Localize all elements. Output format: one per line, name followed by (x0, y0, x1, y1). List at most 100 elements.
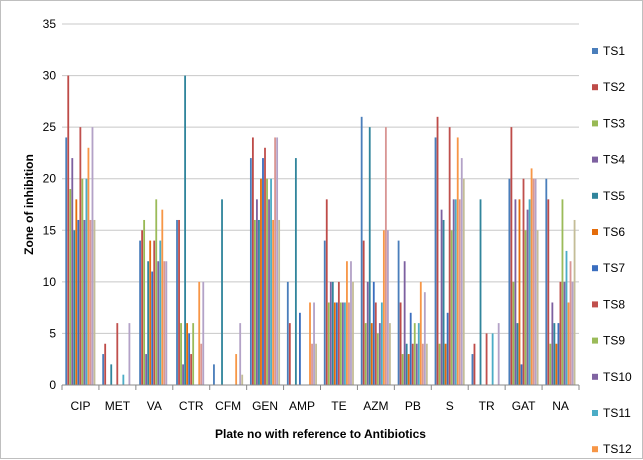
bar (116, 323, 119, 385)
bar (450, 230, 453, 385)
bar (454, 199, 457, 385)
bar (102, 354, 105, 385)
y-axis-label: Zone of inhibition (22, 154, 36, 255)
bar (268, 199, 270, 385)
legend-swatch (592, 84, 598, 91)
bar (266, 178, 268, 385)
legend-label: TS3 (603, 116, 625, 130)
bar (251, 137, 254, 385)
bar (192, 323, 195, 385)
bar (272, 219, 274, 385)
bar (530, 168, 533, 385)
bar (411, 343, 414, 385)
bar (249, 158, 252, 385)
bar (479, 199, 482, 385)
bar (190, 354, 193, 385)
bar (288, 323, 291, 385)
bar (89, 219, 92, 385)
bar (91, 127, 94, 386)
bar (415, 343, 418, 385)
bar (188, 333, 191, 385)
bar (372, 281, 375, 385)
y-tick-label: 25 (43, 120, 57, 134)
legend-label: TS10 (603, 370, 632, 384)
bar (452, 199, 455, 385)
y-tick-label: 15 (43, 223, 57, 237)
bar (389, 323, 391, 385)
bar (573, 219, 576, 385)
bar (71, 158, 74, 385)
bar (333, 302, 336, 385)
x-tick-label: PB (405, 399, 421, 413)
bar (200, 343, 203, 385)
bar (536, 230, 539, 385)
bar (516, 323, 519, 385)
bar (93, 219, 96, 385)
x-tick-label: GAT (512, 399, 536, 413)
bar (254, 219, 256, 385)
legend-swatch (592, 229, 598, 235)
bar (221, 199, 223, 385)
legend-swatch (592, 337, 598, 344)
bar (65, 137, 68, 385)
legend-swatch (592, 410, 598, 416)
bar (555, 343, 558, 385)
legend-label: TS6 (603, 225, 625, 239)
y-tick-label: 20 (43, 172, 57, 186)
bar (69, 189, 72, 385)
bar (386, 230, 389, 385)
bar (409, 312, 412, 385)
bar (161, 209, 164, 385)
bar (83, 219, 86, 385)
bar (563, 281, 566, 385)
x-tick-label: S (446, 399, 454, 413)
legend-swatch (592, 373, 598, 380)
x-tick-label: CFM (215, 399, 241, 413)
bar (311, 343, 313, 385)
bar (235, 354, 238, 385)
legend-label: TS5 (603, 189, 625, 203)
bar (553, 323, 556, 385)
y-tick-label: 5 (49, 326, 56, 340)
bar (87, 147, 90, 385)
bar (299, 312, 301, 385)
bar (508, 178, 511, 385)
y-tick-label: 10 (43, 275, 57, 289)
bar (139, 240, 141, 385)
bar (276, 137, 279, 385)
bar (329, 281, 332, 385)
x-tick-label: CIP (70, 399, 90, 413)
bar (440, 209, 443, 385)
bar (327, 302, 330, 385)
bar (323, 240, 326, 385)
bar (104, 343, 107, 385)
bar (438, 343, 441, 385)
legend: TS1 TS2 TS3 TS4 TS5 TS6 TS7 TS8 TS9 TS10 TS11 TS12 (592, 44, 632, 456)
legend-swatch (592, 446, 598, 453)
bar (198, 281, 201, 385)
bar (421, 343, 424, 385)
bar (153, 240, 156, 385)
legend-label: TS2 (603, 80, 625, 94)
bar (260, 178, 262, 385)
bar (337, 281, 340, 385)
bar (471, 354, 474, 385)
legend-label: TS1 (603, 44, 625, 58)
bar (202, 281, 205, 385)
bar (67, 75, 70, 386)
y-tick-label: 35 (43, 17, 57, 31)
bar (178, 219, 180, 385)
bar (405, 343, 408, 385)
bar (346, 261, 348, 385)
bar (526, 209, 529, 385)
bar (569, 261, 572, 385)
bar (286, 281, 289, 385)
bar (419, 281, 422, 385)
legend-swatch (592, 192, 598, 199)
x-tick-label: CTR (179, 399, 204, 413)
bar (557, 323, 560, 385)
y-tick-label: 30 (43, 69, 57, 83)
bar (258, 219, 260, 385)
